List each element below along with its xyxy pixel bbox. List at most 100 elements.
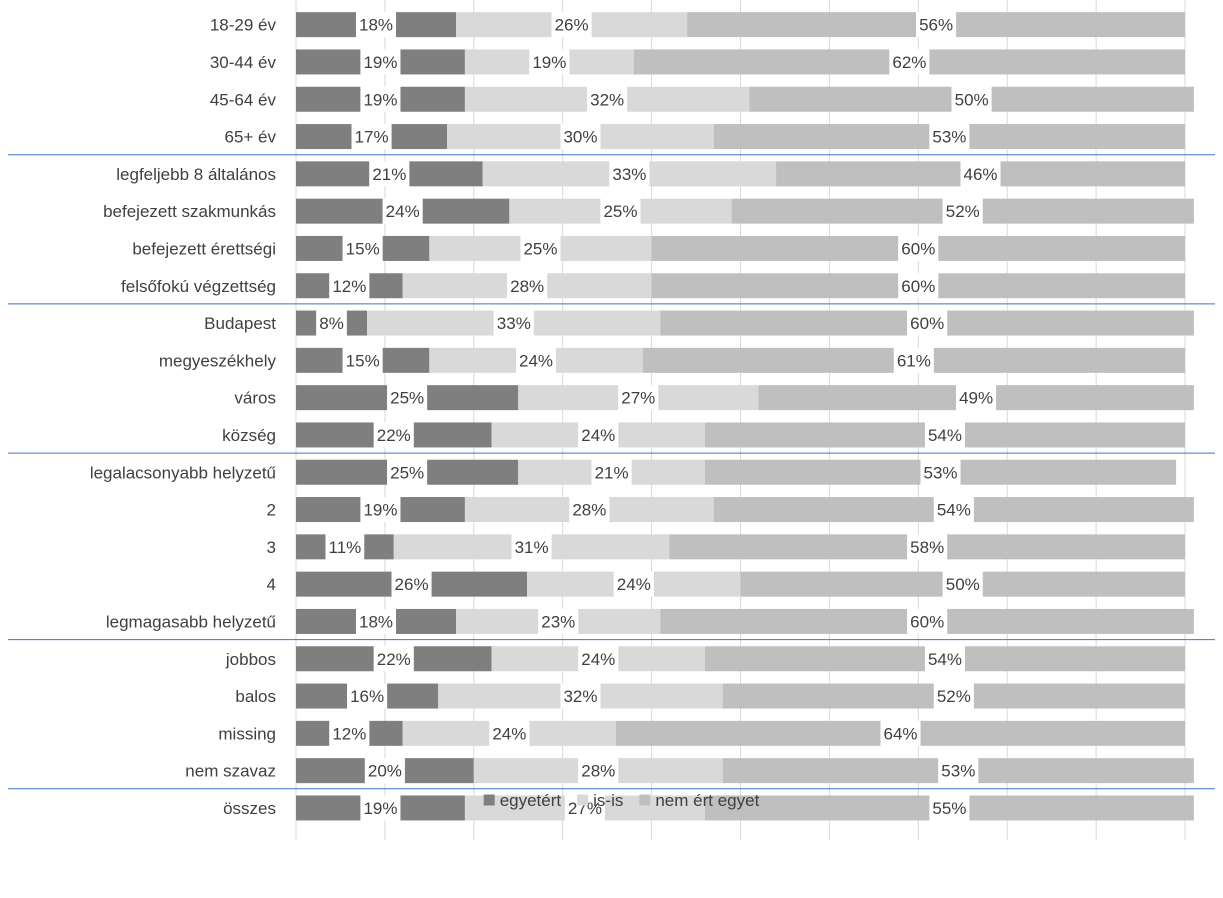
- category-labels: 18-29 év 30-44 év 45-64 év 65+ év legfeljebb…: [90, 16, 277, 818]
- data-label: 54%: [928, 426, 962, 445]
- data-label: 28%: [581, 762, 615, 781]
- bar-segment: [427, 385, 519, 411]
- bar-segment: [422, 198, 510, 224]
- bar-segment: [529, 720, 617, 746]
- category-label: megyeszékhely: [159, 351, 277, 370]
- legend-swatch: [577, 794, 589, 806]
- data-label: 28%: [572, 501, 606, 520]
- data-label-background: [551, 12, 592, 38]
- bar-segment: [296, 571, 392, 597]
- data-label: 60%: [910, 612, 944, 631]
- bar-segment: [653, 571, 741, 597]
- bar-segment: [296, 683, 348, 709]
- bar-segment: [1000, 161, 1185, 187]
- bar-segment: [660, 608, 908, 634]
- data-label: 58%: [910, 538, 944, 557]
- data-label-background: [933, 683, 974, 709]
- data-label-background: [355, 12, 397, 38]
- data-label-background: [938, 758, 979, 784]
- bar-segment: [429, 235, 521, 261]
- bar-segment: [296, 273, 330, 299]
- bar-segment: [551, 534, 670, 560]
- data-label: 31%: [515, 538, 549, 557]
- bar-segment: [456, 608, 539, 634]
- bar-segment: [704, 459, 921, 485]
- category-label: missing: [218, 724, 276, 743]
- bar-segment: [704, 795, 930, 821]
- bar-segment: [938, 235, 1185, 261]
- bar-segment: [431, 571, 528, 597]
- data-label: 62%: [892, 53, 926, 72]
- data-label: 53%: [941, 762, 975, 781]
- data-label: 32%: [563, 687, 597, 706]
- bar-segment: [393, 534, 512, 560]
- bar-segment: [776, 161, 961, 187]
- data-label: 25%: [390, 463, 424, 482]
- data-label-background: [511, 534, 552, 560]
- bar-segment: [640, 198, 732, 224]
- data-label-background: [373, 646, 414, 672]
- bar-segment: [396, 608, 457, 634]
- bar-segment: [740, 571, 943, 597]
- bar-segment: [687, 12, 917, 38]
- data-label-background: [507, 273, 548, 299]
- bar-segment: [400, 49, 465, 75]
- data-label-background: [325, 534, 365, 560]
- data-label: 17%: [355, 128, 389, 147]
- data-label: 22%: [377, 426, 411, 445]
- bar-segment: [920, 720, 1185, 746]
- bar-segment: [713, 124, 930, 150]
- bar-segment: [947, 534, 1185, 560]
- data-label-background: [351, 124, 392, 150]
- bar-segment: [296, 198, 383, 224]
- data-label-background: [329, 273, 370, 299]
- bar-segment: [569, 49, 634, 75]
- data-label-background: [587, 86, 628, 112]
- data-label-background: [578, 422, 619, 448]
- bar-segment: [296, 795, 361, 821]
- data-label-background: [907, 534, 948, 560]
- bar-segment: [473, 758, 579, 784]
- bar-segment: [658, 385, 759, 411]
- data-label-background: [609, 161, 650, 187]
- bar-segment: [296, 310, 317, 336]
- bar-segment: [947, 608, 1194, 634]
- category-label: 18-29 év: [210, 16, 277, 35]
- bar-segment: [609, 497, 714, 523]
- bar-segment: [547, 273, 652, 299]
- data-label-background: [942, 198, 983, 224]
- data-label: 64%: [884, 724, 918, 743]
- data-label-background: [360, 795, 401, 821]
- data-label: 46%: [964, 165, 998, 184]
- bar-segment: [296, 422, 374, 448]
- data-label: 60%: [901, 277, 935, 296]
- category-label: jobbos: [225, 650, 276, 669]
- category-label: 30-44 év: [210, 53, 277, 72]
- bar-segment: [713, 497, 934, 523]
- bar-segment: [704, 646, 925, 672]
- group-separators: [8, 154, 1215, 790]
- data-label-background: [489, 720, 530, 746]
- bar-segment: [456, 12, 552, 38]
- bar-segment: [491, 422, 579, 448]
- bar-segment: [296, 646, 374, 672]
- bar-segment: [731, 198, 943, 224]
- data-label: 19%: [363, 90, 397, 109]
- bar-segment: [964, 422, 1185, 448]
- category-label: város: [234, 389, 276, 408]
- data-label-background: [907, 310, 948, 336]
- bar-segment: [758, 385, 957, 411]
- data-label-background: [889, 49, 930, 75]
- data-label: 27%: [568, 799, 602, 818]
- bar-segment: [429, 347, 517, 373]
- bar-segment: [631, 459, 705, 485]
- data-label: 27%: [621, 389, 655, 408]
- bar-segment: [722, 683, 934, 709]
- bar-segment: [591, 12, 688, 38]
- data-label: 50%: [955, 90, 989, 109]
- data-label-background: [316, 310, 347, 336]
- bar-segment: [369, 273, 403, 299]
- data-label: 19%: [532, 53, 566, 72]
- bar-segment: [722, 758, 939, 784]
- data-label: 55%: [932, 799, 966, 818]
